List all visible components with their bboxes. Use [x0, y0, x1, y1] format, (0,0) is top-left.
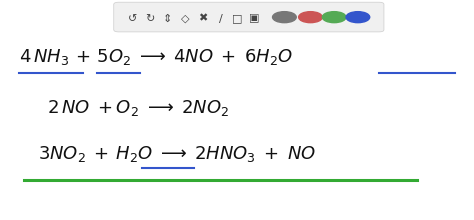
Text: $3NO_2\;+\,H_2O\;\longrightarrow\;2HNO_3\;+\;NO$: $3NO_2\;+\,H_2O\;\longrightarrow\;2HNO_3… — [38, 144, 316, 164]
Text: ↺: ↺ — [128, 14, 137, 24]
Text: /: / — [219, 14, 222, 24]
Text: $4\,NH_3\,+\,5O_2\;\longrightarrow\;4NO\;+\;6H_2O$: $4\,NH_3\,+\,5O_2\;\longrightarrow\;4NO\… — [19, 47, 293, 67]
Text: ↻: ↻ — [145, 14, 154, 24]
Circle shape — [322, 12, 346, 23]
Text: ▣: ▣ — [249, 14, 260, 24]
FancyBboxPatch shape — [114, 2, 384, 32]
Text: ✖: ✖ — [198, 14, 208, 24]
Circle shape — [299, 12, 322, 23]
Text: □: □ — [232, 14, 242, 24]
Text: ◇: ◇ — [181, 14, 189, 24]
Circle shape — [273, 12, 296, 23]
Text: ⇕: ⇕ — [163, 14, 172, 24]
Circle shape — [346, 12, 370, 23]
Text: $2\,NO\;+O_2\;\longrightarrow\;2NO_2$: $2\,NO\;+O_2\;\longrightarrow\;2NO_2$ — [47, 98, 229, 118]
